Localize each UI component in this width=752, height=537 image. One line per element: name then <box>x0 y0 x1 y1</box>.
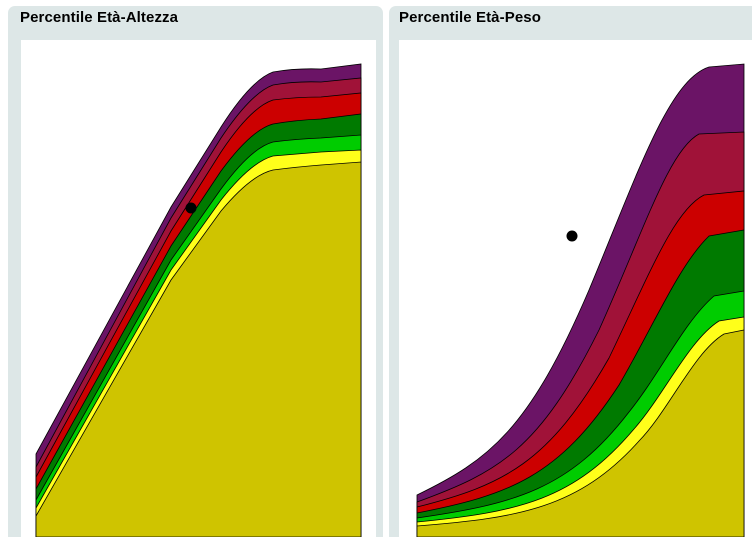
percentile-band-3 <box>35 161 362 537</box>
panel-title: Percentile Età-Altezza <box>20 9 179 26</box>
percentile-band-3 <box>416 329 745 537</box>
height-percentile-chart <box>21 40 376 537</box>
weight-percentile-svg <box>416 63 745 537</box>
height-percentile-panel: Percentile Età-Altezza <box>8 6 383 537</box>
weight-percentile-chart <box>399 40 752 537</box>
height-percentile-svg <box>35 63 362 537</box>
patient-weight-marker <box>566 230 578 242</box>
weight-percentile-panel: Percentile Età-Peso <box>389 6 752 537</box>
patient-height-marker <box>185 202 197 214</box>
panel-title: Percentile Età-Peso <box>399 9 541 26</box>
